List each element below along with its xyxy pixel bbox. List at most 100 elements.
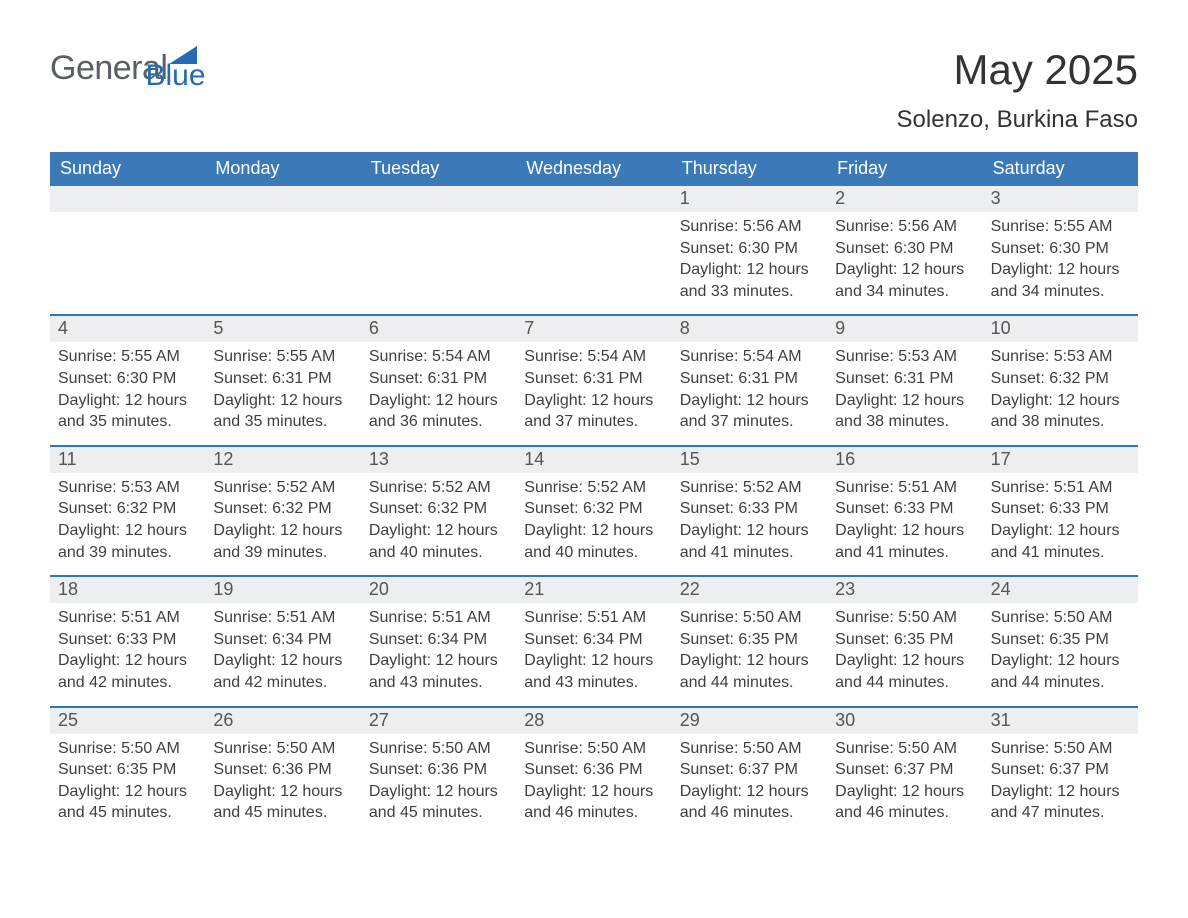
- day-number: [361, 186, 516, 212]
- day-number: 20: [361, 577, 516, 603]
- day-number: [205, 186, 360, 212]
- sunset-line: Sunset: 6:36 PM: [369, 759, 508, 781]
- sunrise-line: Sunrise: 5:51 AM: [524, 607, 663, 629]
- sunrise-line: Sunrise: 5:50 AM: [369, 738, 508, 760]
- calendar-week: 18192021222324Sunrise: 5:51 AMSunset: 6:…: [50, 575, 1138, 705]
- sunset-line: Sunset: 6:30 PM: [58, 368, 197, 390]
- sunrise-line: Sunrise: 5:54 AM: [369, 346, 508, 368]
- daylight-line: Daylight: 12 hours and 45 minutes.: [213, 781, 352, 824]
- day-number: 19: [205, 577, 360, 603]
- page: General Blue May 2025 Solenzo, Burkina F…: [0, 0, 1188, 876]
- sunset-line: Sunset: 6:37 PM: [680, 759, 819, 781]
- day-cell: Sunrise: 5:54 AMSunset: 6:31 PMDaylight:…: [361, 342, 516, 434]
- daylight-line: Daylight: 12 hours and 43 minutes.: [369, 650, 508, 693]
- sunrise-line: Sunrise: 5:51 AM: [835, 477, 974, 499]
- logo-mark-wrap: Blue: [169, 46, 205, 89]
- day-cell: Sunrise: 5:50 AMSunset: 6:36 PMDaylight:…: [205, 734, 360, 826]
- day-cell: Sunrise: 5:50 AMSunset: 6:36 PMDaylight:…: [516, 734, 671, 826]
- weekday-header-row: Sunday Monday Tuesday Wednesday Thursday…: [50, 152, 1138, 186]
- weeks-container: 123Sunrise: 5:56 AMSunset: 6:30 PMDaylig…: [50, 186, 1138, 836]
- day-number: 8: [672, 316, 827, 342]
- sunset-line: Sunset: 6:32 PM: [369, 498, 508, 520]
- daylight-line: Daylight: 12 hours and 42 minutes.: [213, 650, 352, 693]
- sunrise-line: Sunrise: 5:50 AM: [835, 738, 974, 760]
- sunrise-line: Sunrise: 5:50 AM: [680, 607, 819, 629]
- day-content-row: Sunrise: 5:53 AM Sunset: 6:32 PM Daylight:…: [50, 473, 1138, 575]
- sunset-line: Sunset: 6:34 PM: [213, 629, 352, 651]
- day-number: 22: [672, 577, 827, 603]
- sunrise-line: Sunrise: 5:52 AM: [680, 477, 819, 499]
- day-number: 16: [827, 447, 982, 473]
- day-number: 26: [205, 708, 360, 734]
- day-number: [50, 186, 205, 212]
- daylight-line: Daylight: 12 hours and 45 minutes.: [369, 781, 508, 824]
- sunset-line: Sunset: 6:34 PM: [524, 629, 663, 651]
- day-cell: Sunrise: 5:50 AMSunset: 6:35 PMDaylight:…: [50, 734, 205, 826]
- daylight-line: Daylight: 12 hours and 39 minutes.: [213, 520, 352, 563]
- day-number: 3: [983, 186, 1138, 212]
- sunset-line: Sunset: 6:37 PM: [835, 759, 974, 781]
- day-number: 18: [50, 577, 205, 603]
- day-number: 25: [50, 708, 205, 734]
- day-number: 27: [361, 708, 516, 734]
- day-cell: [205, 212, 360, 304]
- sunrise-line: Sunrise: 5:55 AM: [991, 216, 1130, 238]
- day-cell: Sunrise: 5:55 AMSunset: 6:30 PMDaylight:…: [983, 212, 1138, 304]
- daylight-line: Daylight: 12 hours and 38 minutes.: [835, 390, 974, 433]
- sunrise-line: Sunrise: 5:53 AM: [835, 346, 974, 368]
- daylight-line: Daylight: 12 hours and 39 minutes.: [58, 520, 197, 563]
- weekday-header: Thursday: [672, 152, 827, 186]
- day-number: 24: [983, 577, 1138, 603]
- daylight-line: Daylight: 12 hours and 38 minutes.: [991, 390, 1130, 433]
- day-cell: Sunrise: 5:51 AMSunset: 6:33 PMDaylight:…: [50, 603, 205, 695]
- logo: General Blue: [50, 46, 206, 89]
- daylight-line: Daylight: 12 hours and 41 minutes.: [991, 520, 1130, 563]
- daylight-line: Daylight: 12 hours and 34 minutes.: [991, 259, 1130, 302]
- sunrise-line: Sunrise: 5:56 AM: [835, 216, 974, 238]
- daylight-line: Daylight: 12 hours and 43 minutes.: [524, 650, 663, 693]
- day-number-row: 11121314151617: [50, 447, 1138, 473]
- sunrise-line: Sunrise: 5:50 AM: [991, 738, 1130, 760]
- sunrise-line: Sunrise: 5:52 AM: [369, 477, 508, 499]
- sunrise-line: Sunrise: 5:52 AM: [524, 477, 663, 499]
- daylight-line: Daylight: 12 hours and 40 minutes.: [524, 520, 663, 563]
- daylight-line: Daylight: 12 hours and 33 minutes.: [680, 259, 819, 302]
- sunset-line: Sunset: 6:35 PM: [835, 629, 974, 651]
- day-number: 23: [827, 577, 982, 603]
- daylight-line: Daylight: 12 hours and 45 minutes.: [58, 781, 197, 824]
- sunrise-line: Sunrise: 5:56 AM: [680, 216, 819, 238]
- day-cell: Sunrise: 5:56 AMSunset: 6:30 PMDaylight:…: [827, 212, 982, 304]
- sunrise-line: Sunrise: 5:52 AM: [213, 477, 352, 499]
- weekday-header: Monday: [205, 152, 360, 186]
- sunset-line: Sunset: 6:31 PM: [369, 368, 508, 390]
- day-cell: Sunrise: 5:50 AMSunset: 6:37 PMDaylight:…: [827, 734, 982, 826]
- sunrise-line: Sunrise: 5:50 AM: [680, 738, 819, 760]
- weekday-header: Friday: [827, 152, 982, 186]
- sunrise-line: Sunrise: 5:54 AM: [680, 346, 819, 368]
- day-cell: Sunrise: 5:52 AMSunset: 6:33 PMDaylight:…: [672, 473, 827, 565]
- day-cell: Sunrise: 5:52 AMSunset: 6:32 PMDaylight:…: [361, 473, 516, 565]
- title-block: May 2025 Solenzo, Burkina Faso: [897, 46, 1138, 134]
- sunset-line: Sunset: 6:30 PM: [835, 238, 974, 260]
- day-number: 30: [827, 708, 982, 734]
- day-cell: Sunrise: 5:51 AMSunset: 6:34 PMDaylight:…: [516, 603, 671, 695]
- day-cell: Sunrise: 5:56 AMSunset: 6:30 PMDaylight:…: [672, 212, 827, 304]
- day-number: 17: [983, 447, 1138, 473]
- day-cell: Sunrise: 5:51 AMSunset: 6:34 PMDaylight:…: [361, 603, 516, 695]
- sunrise-line: Sunrise: 5:53 AM: [58, 477, 197, 499]
- sunset-line: Sunset: 6:36 PM: [213, 759, 352, 781]
- calendar: Sunday Monday Tuesday Wednesday Thursday…: [50, 152, 1138, 836]
- calendar-week: 123Sunrise: 5:56 AMSunset: 6:30 PMDaylig…: [50, 186, 1138, 314]
- sunrise-line: Sunrise: 5:50 AM: [835, 607, 974, 629]
- day-number: 28: [516, 708, 671, 734]
- weekday-header: Tuesday: [361, 152, 516, 186]
- day-content-row: Sunrise: 5:56 AMSunset: 6:30 PMDaylight:…: [50, 212, 1138, 314]
- weekday-header: Wednesday: [516, 152, 671, 186]
- sunrise-line: Sunrise: 5:51 AM: [58, 607, 197, 629]
- day-number: 29: [672, 708, 827, 734]
- day-cell: Sunrise: 5:53 AMSunset: 6:32 PMDaylight:…: [50, 473, 205, 565]
- sunrise-line: Sunrise: 5:50 AM: [213, 738, 352, 760]
- daylight-line: Daylight: 12 hours and 37 minutes.: [680, 390, 819, 433]
- daylight-line: Daylight: 12 hours and 44 minutes.: [991, 650, 1130, 693]
- day-number: 9: [827, 316, 982, 342]
